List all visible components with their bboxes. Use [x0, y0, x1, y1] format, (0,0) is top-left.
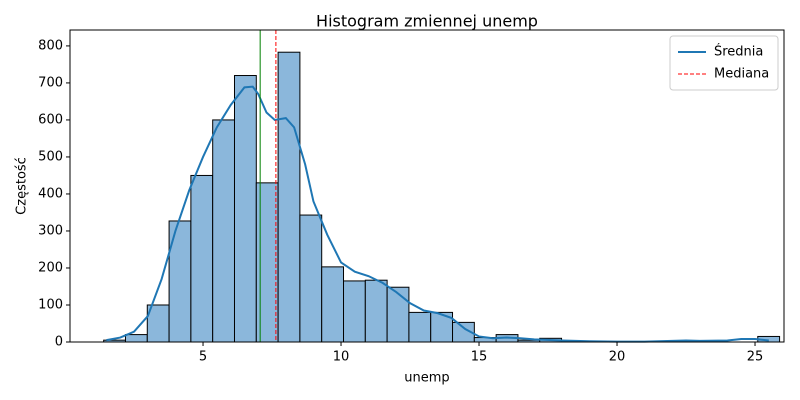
y-tick-label: 500: [38, 149, 63, 164]
x-tick-label: 20: [609, 350, 626, 365]
y-tick-label: 100: [38, 297, 63, 312]
y-tick-label: 800: [38, 38, 63, 53]
y-tick-label: 200: [38, 260, 63, 275]
legend-box: [669, 35, 779, 91]
bar: [233, 75, 257, 343]
x-tick-label: 10: [333, 350, 350, 365]
y-axis-label: Częstość: [15, 157, 30, 215]
bar: [364, 279, 388, 343]
legend-label: Średnia: [714, 44, 763, 60]
bar: [299, 214, 323, 343]
y-tick-label: 0: [55, 335, 63, 350]
bar: [277, 51, 301, 343]
plot-frame: [69, 29, 785, 343]
x-axis-label: unemp: [404, 371, 449, 386]
bar: [321, 266, 345, 343]
bar: [343, 280, 366, 343]
y-tick-label: 700: [38, 75, 63, 90]
legend-label: Mediana: [714, 67, 769, 82]
bar: [212, 119, 235, 343]
bar: [386, 286, 410, 343]
x-tick-label: 5: [199, 350, 207, 365]
x-tick-label: 25: [747, 350, 764, 365]
y-tick-label: 600: [38, 112, 63, 127]
x-tick-label: 15: [471, 350, 488, 365]
y-tick-label: 400: [38, 186, 63, 201]
bar: [124, 334, 148, 343]
chart-title: Histogram zmiennej unemp: [316, 12, 538, 31]
y-tick-label: 300: [38, 223, 63, 238]
bar: [255, 182, 279, 343]
bar: [408, 311, 432, 343]
bar: [190, 174, 214, 343]
